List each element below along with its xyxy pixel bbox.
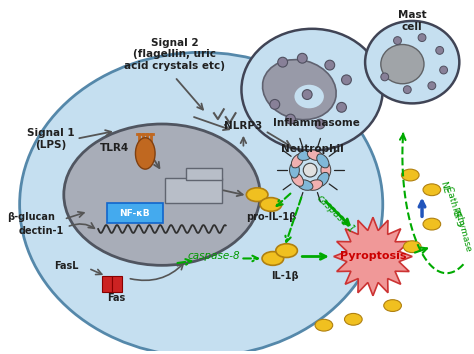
Ellipse shape — [246, 188, 268, 201]
Ellipse shape — [64, 124, 260, 266]
Circle shape — [270, 99, 280, 109]
Ellipse shape — [365, 21, 459, 103]
Ellipse shape — [423, 218, 441, 230]
Ellipse shape — [19, 52, 383, 354]
Ellipse shape — [381, 45, 424, 84]
Ellipse shape — [263, 59, 336, 120]
Circle shape — [403, 86, 411, 93]
Text: FasL: FasL — [55, 261, 79, 271]
Text: β-glucan: β-glucan — [8, 212, 55, 222]
Ellipse shape — [307, 180, 323, 190]
Ellipse shape — [294, 85, 324, 108]
Ellipse shape — [292, 154, 303, 168]
Ellipse shape — [292, 172, 303, 186]
Ellipse shape — [317, 154, 329, 168]
Circle shape — [337, 102, 346, 112]
Text: dectin-1: dectin-1 — [18, 226, 64, 236]
Text: Fas: Fas — [107, 293, 125, 303]
Circle shape — [381, 73, 389, 81]
Bar — [102, 276, 112, 292]
Text: caspase-8: caspase-8 — [188, 251, 240, 262]
Text: TLR4: TLR4 — [100, 143, 129, 153]
Ellipse shape — [307, 150, 323, 160]
Text: pro-IL-1β: pro-IL-1β — [246, 212, 296, 222]
Text: Pyroptosis: Pyroptosis — [340, 251, 406, 262]
Circle shape — [325, 60, 335, 70]
Ellipse shape — [423, 184, 441, 196]
Circle shape — [286, 114, 295, 124]
Text: NF-κB: NF-κB — [119, 209, 150, 218]
Text: caspase-1: caspase-1 — [314, 193, 356, 235]
Circle shape — [302, 90, 312, 99]
Text: Signal 1
(LPS): Signal 1 (LPS) — [27, 128, 75, 149]
FancyBboxPatch shape — [107, 204, 163, 223]
Text: Cath G: Cath G — [444, 185, 460, 218]
Circle shape — [278, 57, 288, 67]
Ellipse shape — [262, 252, 283, 266]
Bar — [165, 178, 222, 204]
Polygon shape — [334, 217, 412, 296]
Circle shape — [315, 119, 325, 129]
Circle shape — [418, 34, 426, 41]
Text: chymase: chymase — [454, 212, 473, 254]
Text: Neutrophil: Neutrophil — [281, 143, 344, 154]
Ellipse shape — [260, 198, 282, 211]
Ellipse shape — [403, 241, 421, 252]
Text: NE: NE — [438, 181, 450, 195]
Circle shape — [440, 66, 447, 74]
Text: Mast
cell: Mast cell — [398, 10, 427, 32]
Bar — [112, 276, 122, 292]
Circle shape — [297, 53, 307, 63]
Ellipse shape — [276, 244, 297, 257]
Ellipse shape — [317, 172, 329, 186]
Ellipse shape — [290, 162, 300, 178]
Ellipse shape — [136, 138, 155, 169]
Text: PR-3: PR-3 — [449, 206, 464, 228]
Text: Inflammasome: Inflammasome — [273, 118, 359, 128]
Circle shape — [303, 163, 317, 177]
Ellipse shape — [384, 300, 401, 312]
Ellipse shape — [345, 313, 362, 325]
Circle shape — [428, 82, 436, 90]
Text: Signal 2
(flagellin, uric
acid crystals etc): Signal 2 (flagellin, uric acid crystals … — [124, 38, 225, 71]
Circle shape — [393, 37, 401, 45]
Ellipse shape — [298, 180, 313, 190]
Circle shape — [342, 75, 351, 85]
Ellipse shape — [321, 162, 331, 178]
Circle shape — [436, 46, 444, 54]
Ellipse shape — [241, 29, 383, 150]
Text: IL-1β: IL-1β — [271, 271, 299, 281]
Bar — [186, 168, 222, 180]
Ellipse shape — [401, 169, 419, 181]
Ellipse shape — [298, 150, 313, 160]
Ellipse shape — [315, 319, 333, 331]
Text: NLRP3: NLRP3 — [224, 121, 263, 131]
